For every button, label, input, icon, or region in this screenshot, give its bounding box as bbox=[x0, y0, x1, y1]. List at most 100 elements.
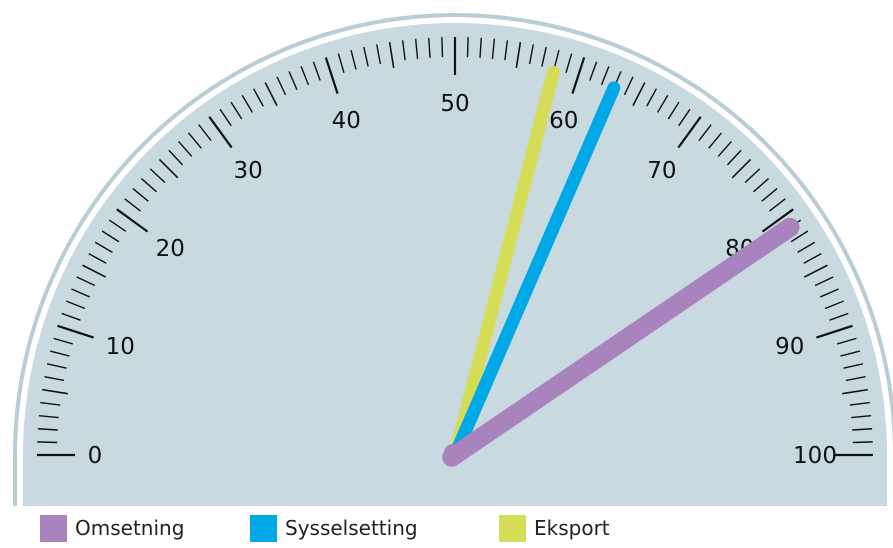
needle-hub bbox=[444, 444, 462, 462]
gauge-face bbox=[23, 23, 887, 506]
tick-mark bbox=[198, 124, 212, 141]
tick-mark bbox=[845, 375, 866, 382]
tick-mark bbox=[726, 149, 742, 166]
tick-label: 100 bbox=[793, 443, 837, 469]
tick-mark bbox=[300, 66, 310, 86]
gauge-ticks bbox=[37, 37, 873, 457]
tick-mark bbox=[388, 42, 395, 68]
legend-label: Sysselsetting bbox=[285, 516, 418, 540]
tick-mark bbox=[744, 168, 761, 184]
tick-label: 30 bbox=[233, 158, 262, 184]
tick-mark bbox=[852, 441, 873, 444]
tick-mark bbox=[312, 61, 321, 81]
tick-mark bbox=[88, 253, 107, 264]
tick-mark bbox=[761, 208, 794, 233]
tick-mark bbox=[842, 388, 868, 395]
tick-label: 10 bbox=[106, 334, 135, 360]
tick-mark bbox=[837, 337, 857, 345]
tick-mark bbox=[44, 375, 65, 382]
tick-mark bbox=[565, 53, 573, 73]
needle-sysselsetting bbox=[446, 81, 621, 466]
legend-swatch bbox=[250, 514, 277, 542]
tick-mark bbox=[678, 108, 691, 127]
tick-mark bbox=[803, 253, 822, 264]
tick-mark bbox=[515, 42, 522, 68]
tick-mark bbox=[46, 363, 67, 369]
legend-swatch bbox=[40, 514, 67, 542]
tick-mark bbox=[428, 37, 431, 58]
tick-mark bbox=[363, 46, 369, 67]
tick-mark bbox=[140, 178, 157, 193]
tick-mark bbox=[230, 101, 243, 120]
tick-mark bbox=[208, 116, 233, 149]
legend: Omsetning Sysselsetting Eksport bbox=[0, 506, 893, 548]
tick-mark bbox=[708, 132, 722, 149]
tick-mark bbox=[76, 276, 96, 287]
tick-mark bbox=[797, 241, 816, 254]
gauge-needles bbox=[442, 65, 800, 467]
tick-mark bbox=[49, 350, 70, 357]
legend-item-omsetning: Omsetning bbox=[40, 514, 184, 542]
tick-mark bbox=[108, 219, 127, 232]
tick-mark bbox=[149, 168, 166, 184]
needle-eksport bbox=[447, 65, 560, 466]
tick-label: 60 bbox=[549, 108, 578, 134]
tick-mark bbox=[132, 188, 149, 202]
tick-mark bbox=[656, 94, 669, 113]
legend-item-sysselsetting: Sysselsetting bbox=[250, 514, 418, 542]
tick-mark bbox=[816, 324, 853, 339]
tick-mark bbox=[504, 40, 509, 61]
tick-mark bbox=[42, 388, 68, 395]
tick-mark bbox=[414, 38, 419, 59]
tick-mark bbox=[66, 300, 86, 310]
gauge-dial bbox=[13, 13, 893, 506]
tick-mark bbox=[219, 108, 232, 127]
tick-mark bbox=[124, 198, 141, 212]
tick-mark bbox=[761, 188, 778, 202]
tick-label: 40 bbox=[332, 108, 361, 134]
tick-label: 20 bbox=[156, 236, 185, 262]
tick-mark bbox=[698, 124, 712, 141]
tick-label: 50 bbox=[440, 91, 469, 117]
tick-mark bbox=[849, 401, 870, 406]
tick-mark bbox=[491, 38, 496, 59]
tick-mark bbox=[276, 76, 287, 96]
legend-swatch bbox=[499, 514, 526, 542]
tick-mark bbox=[479, 37, 482, 58]
tick-mark bbox=[803, 264, 828, 278]
tick-mark bbox=[851, 414, 872, 419]
tick-mark bbox=[71, 288, 91, 298]
tick-mark bbox=[38, 414, 59, 419]
tick-mark bbox=[824, 300, 844, 310]
tick-mark bbox=[731, 158, 752, 179]
tick-label: 90 bbox=[775, 334, 804, 360]
tick-mark bbox=[57, 324, 94, 339]
tick-mark bbox=[717, 140, 732, 157]
tick-mark bbox=[375, 44, 382, 65]
tick-mark bbox=[264, 82, 278, 107]
tick-mark bbox=[814, 276, 834, 287]
tick-mark bbox=[632, 82, 646, 107]
tick-mark bbox=[158, 158, 179, 179]
legend-item-eksport: Eksport bbox=[499, 514, 610, 542]
tick-mark bbox=[288, 71, 298, 91]
tick-mark bbox=[82, 264, 107, 278]
tick-mark bbox=[53, 337, 73, 345]
tick-mark bbox=[528, 44, 535, 65]
tick-mark bbox=[623, 76, 634, 96]
tick-mark bbox=[829, 312, 849, 321]
tick-mark bbox=[337, 53, 345, 73]
tick-mark bbox=[769, 198, 786, 212]
tick-mark bbox=[350, 49, 357, 70]
tick-mark bbox=[37, 428, 58, 431]
tick-mark bbox=[324, 57, 339, 94]
tick-mark bbox=[168, 149, 184, 166]
tick-mark bbox=[178, 140, 193, 157]
tick-mark bbox=[37, 441, 58, 444]
tick-mark bbox=[819, 288, 839, 298]
tick-mark bbox=[466, 37, 469, 58]
legend-label: Eksport bbox=[534, 516, 610, 540]
tick-mark bbox=[646, 88, 657, 107]
tick-mark bbox=[790, 230, 809, 243]
